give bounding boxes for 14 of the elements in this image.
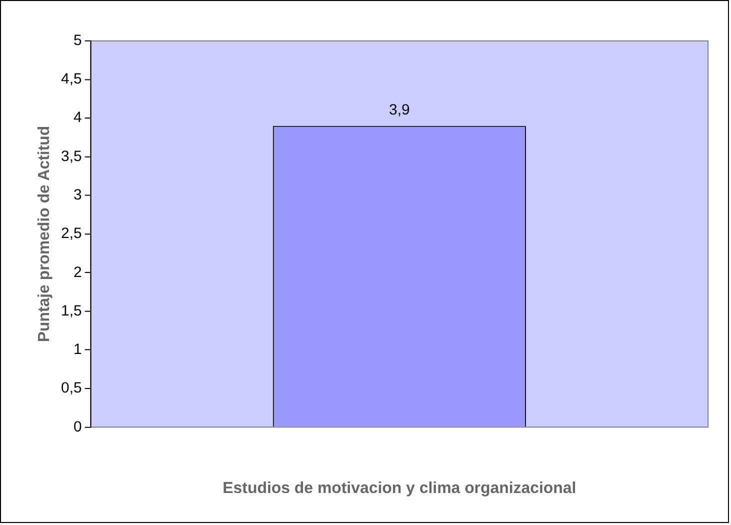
data-label: 3,9 [389, 102, 410, 119]
y-tick-label: 5 [74, 32, 82, 49]
y-tick-label: 2 [74, 264, 82, 281]
x-axis-title: Estudios de motivacion y clima organizacional [222, 480, 576, 497]
y-tick-label: 1 [74, 341, 82, 358]
y-axis-title: Puntaje promedio de Actitud [36, 126, 53, 342]
y-tick-label: 4 [74, 109, 82, 126]
y-tick-label: 3 [74, 186, 82, 204]
y-tick-label: 4,5 [61, 70, 82, 88]
y-tick-label: 2,5 [61, 225, 82, 242]
y-tick-label: 3,5 [61, 148, 82, 165]
y-tick-label: 1,5 [61, 302, 82, 320]
y-tick-label: 0 [74, 418, 82, 436]
y-tick-label: 0,5 [61, 380, 82, 397]
